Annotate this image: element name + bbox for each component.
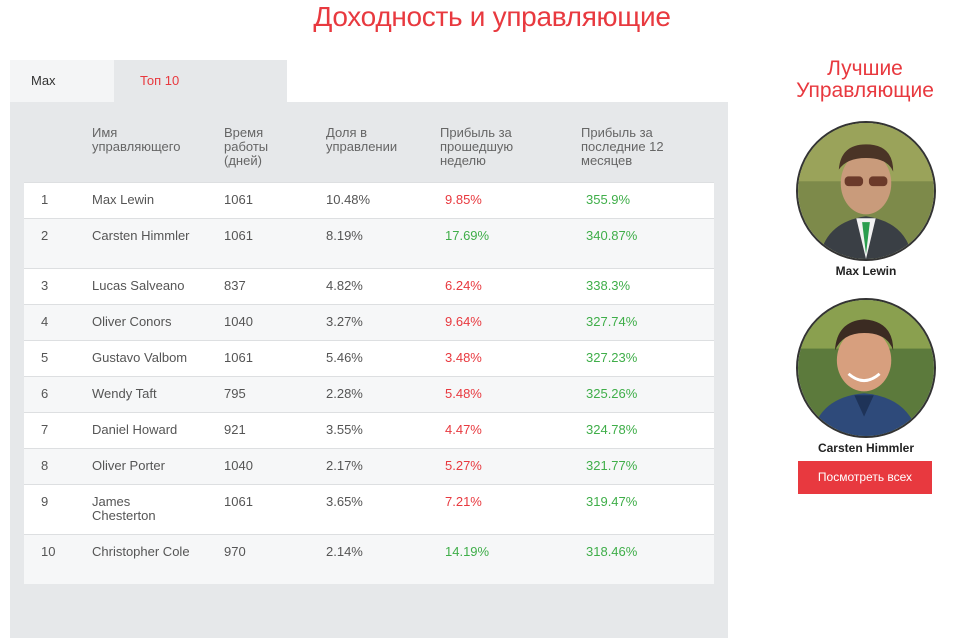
managers-panel: Имя управляющего Время работы (дней) Дол… (10, 102, 728, 638)
table-header-row: Имя управляющего Время работы (дней) Дол… (24, 116, 714, 182)
header-num (24, 116, 92, 182)
row-number: 4 (24, 303, 92, 340)
row-manager-name: Wendy Taft (92, 375, 224, 412)
row-year-profit: 325.26% (581, 375, 714, 412)
row-days: 921 (224, 411, 326, 448)
row-share: 2.28% (326, 375, 440, 412)
best-managers: Лучшие Управляющие (780, 58, 950, 102)
tab-max-lewin[interactable]: Max Lewin (10, 60, 114, 130)
row-week-profit: 3.48% (440, 339, 581, 376)
manager-name-max-lewin: Max Lewin (835, 264, 897, 278)
row-manager-name: Gustavo Valbom (92, 339, 224, 376)
row-week-profit: 5.27% (440, 447, 581, 484)
header-days-label: Время работы (дней) (224, 125, 269, 168)
row-days: 837 (224, 267, 326, 304)
table-row: 2 Carsten Himmler 1061 8.19% 17.69% 340.87% (24, 217, 714, 268)
row-share: 3.65% (326, 483, 440, 534)
row-year-profit: 338.3% (581, 267, 714, 304)
row-year-profit: 355.9% (581, 181, 714, 218)
row-share: 4.82% (326, 267, 440, 304)
table-body: 1 Max Lewin 1061 10.48% 9.85% 355.9% 2 Carsten … (24, 181, 714, 584)
header-week-label: Прибыль за прошедшую неделю (440, 125, 514, 168)
header-days: Время работы (дней) (224, 116, 326, 182)
header-year-label: Прибыль за последние 12 месяцев (581, 125, 664, 168)
row-year-profit: 327.74% (581, 303, 714, 340)
row-number: 5 (24, 339, 92, 376)
row-days: 1040 (224, 447, 326, 484)
row-year-profit: 318.46% (581, 533, 714, 584)
row-year-profit: 340.87% (581, 217, 714, 268)
row-days: 1061 (224, 181, 326, 218)
row-number: 3 (24, 267, 92, 304)
header-name: Имя управляющего (92, 116, 224, 182)
row-days: 1061 (224, 483, 326, 534)
view-all-button[interactable]: Посмотреть всех (798, 461, 932, 494)
row-year-profit: 327.23% (581, 339, 714, 376)
tabs: Max Lewin Топ 10 управляющих (10, 60, 287, 130)
manager-photo-icon (798, 300, 934, 436)
table-row: 7 Daniel Howard 921 3.55% 4.47% 324.78% (24, 411, 714, 448)
row-manager-name: Max Lewin (92, 181, 224, 218)
row-manager-name: Christopher Cole (92, 533, 224, 584)
row-days: 970 (224, 533, 326, 584)
row-number: 1 (24, 181, 92, 218)
row-week-profit: 17.69% (440, 217, 581, 268)
row-number: 2 (24, 217, 92, 268)
managers-table: Имя управляющего Время работы (дней) Дол… (24, 116, 714, 584)
row-manager-name: Carsten Himmler (92, 217, 224, 268)
header-name-label: Имя управляющего (92, 125, 181, 154)
row-year-profit: 319.47% (581, 483, 714, 534)
row-week-profit: 4.47% (440, 411, 581, 448)
row-week-profit: 6.24% (440, 267, 581, 304)
row-days: 1061 (224, 339, 326, 376)
row-manager-name: Oliver Conors (92, 303, 224, 340)
manager-photo-max-lewin[interactable] (796, 121, 936, 261)
row-number: 10 (24, 533, 92, 584)
row-manager-name: Lucas Salveano (92, 267, 224, 304)
best-managers-title: Лучшие Управляющие (796, 57, 934, 102)
row-days: 1040 (224, 303, 326, 340)
row-year-profit: 324.78% (581, 411, 714, 448)
row-week-profit: 9.64% (440, 303, 581, 340)
row-share: 2.17% (326, 447, 440, 484)
row-number: 6 (24, 375, 92, 412)
table-row: 10 Christopher Cole 970 2.14% 14.19% 318.46% (24, 533, 714, 584)
row-share: 10.48% (326, 181, 440, 218)
row-days: 795 (224, 375, 326, 412)
manager-name-carsten-himmler: Carsten Himmler (817, 441, 915, 455)
row-share: 3.55% (326, 411, 440, 448)
header-share: Доля в управлении (326, 116, 440, 182)
row-manager-name: James Chesterton (92, 483, 224, 534)
table-row: 6 Wendy Taft 795 2.28% 5.48% 325.26% (24, 375, 714, 412)
row-manager-name: Daniel Howard (92, 411, 224, 448)
header-share-label: Доля в управлении (326, 125, 398, 154)
manager-photo-carsten-himmler[interactable] (796, 298, 936, 438)
header-week: Прибыль за прошедшую неделю (440, 116, 581, 182)
row-share: 5.46% (326, 339, 440, 376)
row-week-profit: 9.85% (440, 181, 581, 218)
row-number: 7 (24, 411, 92, 448)
row-week-profit: 14.19% (440, 533, 581, 584)
table-row: 9 James Chesterton 1061 3.65% 7.21% 319.47% (24, 483, 714, 534)
row-share: 2.14% (326, 533, 440, 584)
row-number: 9 (24, 483, 92, 534)
row-share: 8.19% (326, 217, 440, 268)
tab-top-10-managers[interactable]: Топ 10 управляющих (114, 60, 287, 130)
table-row: 3 Lucas Salveano 837 4.82% 6.24% 338.3% (24, 267, 714, 304)
table-row: 4 Oliver Conors 1040 3.27% 9.64% 327.74% (24, 303, 714, 340)
row-year-profit: 321.77% (581, 447, 714, 484)
row-share: 3.27% (326, 303, 440, 340)
row-days: 1061 (224, 217, 326, 268)
row-week-profit: 5.48% (440, 375, 581, 412)
table-row: 5 Gustavo Valbom 1061 5.46% 3.48% 327.23% (24, 339, 714, 376)
row-manager-name: Oliver Porter (92, 447, 224, 484)
manager-photo-icon (798, 123, 934, 259)
table-row: 8 Oliver Porter 1040 2.17% 5.27% 321.77% (24, 447, 714, 484)
row-week-profit: 7.21% (440, 483, 581, 534)
header-year: Прибыль за последние 12 месяцев (581, 116, 714, 182)
row-number: 8 (24, 447, 92, 484)
table-row: 1 Max Lewin 1061 10.48% 9.85% 355.9% (24, 181, 714, 218)
page-title: Доходность и управляющие (313, 1, 671, 32)
